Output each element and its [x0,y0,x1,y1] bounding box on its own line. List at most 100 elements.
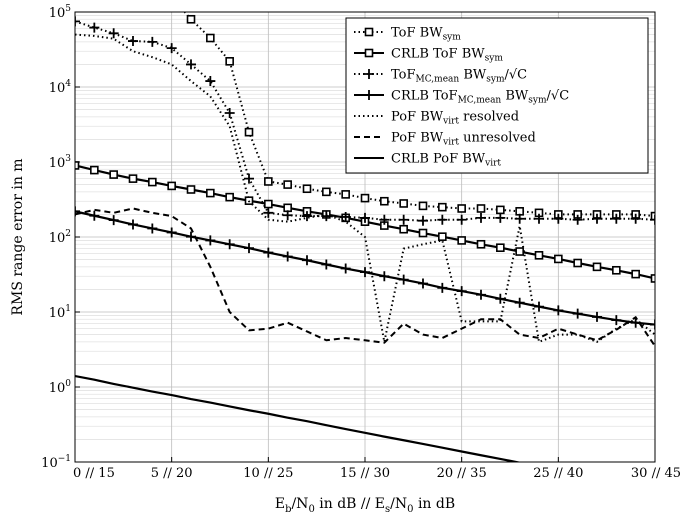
data-point-marker [166,43,177,54]
data-point-marker [496,205,505,215]
series-5 [75,33,655,344]
data-point-marker [186,59,196,70]
data-point-marker [75,161,80,170]
data-point-marker [224,108,235,119]
data-point-marker [534,251,544,260]
legend-entry: CRLB ToF BWsym [391,47,503,64]
data-point-marker [322,187,331,197]
data-point-marker [379,214,390,225]
data-point-marker [650,211,655,221]
data-point-marker [90,165,99,175]
data-point-marker [457,204,466,213]
data-point-marker [456,286,467,297]
data-point-marker [282,210,293,221]
data-point-marker [341,190,350,199]
data-point-marker [476,204,486,213]
data-point-marker [572,308,583,319]
data-point-marker [398,274,409,285]
data-point-marker [148,177,157,187]
x-axis-ticks: 0 // 15 5 // 20 10 // 25 15 // 30 20 // 35 25… [73,457,681,481]
data-point-marker [476,212,486,223]
legend-entry: ToFMC,mean BWsym/√C [391,68,527,85]
data-point-marker [283,180,292,189]
series-4 [75,206,655,330]
data-point-marker [553,213,564,224]
data-point-marker [611,315,622,326]
data-point-marker [225,192,234,202]
data-point-marker [437,214,448,225]
data-point-marker [360,212,370,223]
data-point-marker [380,196,389,206]
legend: ToF BWsym CRLB ToF BWsym ToFMC,mean BWsym/… [345,17,649,174]
data-point-marker [128,219,138,230]
series-2 [75,161,655,283]
data-point-marker [496,243,505,253]
data-point-marker [364,69,374,79]
data-point-marker [128,36,138,47]
data-point-marker [224,239,235,250]
data-point-marker [553,305,564,316]
data-point-marker [495,293,506,304]
legend-entry: CRLB ToFMC,mean BWsym/√C [391,89,569,106]
data-point-marker [631,269,640,279]
data-point-marker [554,254,563,264]
data-point-marker [364,48,374,58]
data-point-marker [495,212,506,223]
data-point-marker [128,174,138,183]
data-point-marker [205,235,216,246]
series-1 [183,12,655,221]
data-point-marker [515,247,524,256]
data-point-marker [206,188,215,198]
data-point-marker [244,196,254,205]
data-point-marker [457,236,466,245]
x-tick-label: 5 // 20 [151,466,193,481]
data-point-marker [244,127,254,137]
series-line [75,33,655,344]
data-point-marker [263,207,274,218]
legend-entry: ToF BWsym [391,26,461,43]
series-3 [75,16,655,226]
data-point-marker [364,27,374,37]
data-point-marker [399,224,408,234]
series-line [75,207,655,347]
legend-entry: CRLB PoF BWvirt [391,152,501,169]
data-point-marker [167,181,176,191]
data-point-marker [534,301,544,312]
series-layer [75,12,655,462]
data-point-marker [75,206,80,217]
x-tick-label: 25 // 40 [533,466,583,481]
data-point-marker [108,215,119,226]
x-tick-label: 10 // 25 [243,466,293,481]
data-point-marker [108,28,119,39]
data-point-marker [109,170,118,179]
x-axis-label: Eb/N0 in dB // Es/N0 in dB [275,496,455,515]
x-tick-label: 30 // 45 [631,466,681,481]
data-point-marker [147,223,158,234]
series-6 [75,207,655,347]
data-point-marker [244,243,254,254]
series-7 [75,374,522,462]
data-point-marker [186,185,196,194]
data-point-marker [515,207,524,216]
series-line [75,374,522,462]
data-point-marker [302,211,312,222]
legend-entry: PoF BWvirt unresolved [391,131,536,148]
data-point-marker [321,259,332,270]
data-point-marker [340,263,351,274]
data-point-marker [592,311,602,322]
data-point-marker [650,319,655,330]
data-point-marker [360,267,370,278]
data-point-marker [364,90,374,100]
x-tick-label: 15 // 30 [340,466,390,481]
data-point-marker [89,22,100,33]
data-point-marker [630,213,641,224]
data-point-marker [534,213,544,224]
legend-entry: PoF BWvirt resolved [391,110,519,127]
data-point-marker [437,282,448,293]
data-point-marker [572,214,583,225]
data-point-marker [206,33,215,43]
data-point-marker [263,247,274,258]
x-tick-label: 20 // 35 [437,466,487,481]
data-point-marker [573,258,582,268]
data-point-marker [514,213,525,224]
